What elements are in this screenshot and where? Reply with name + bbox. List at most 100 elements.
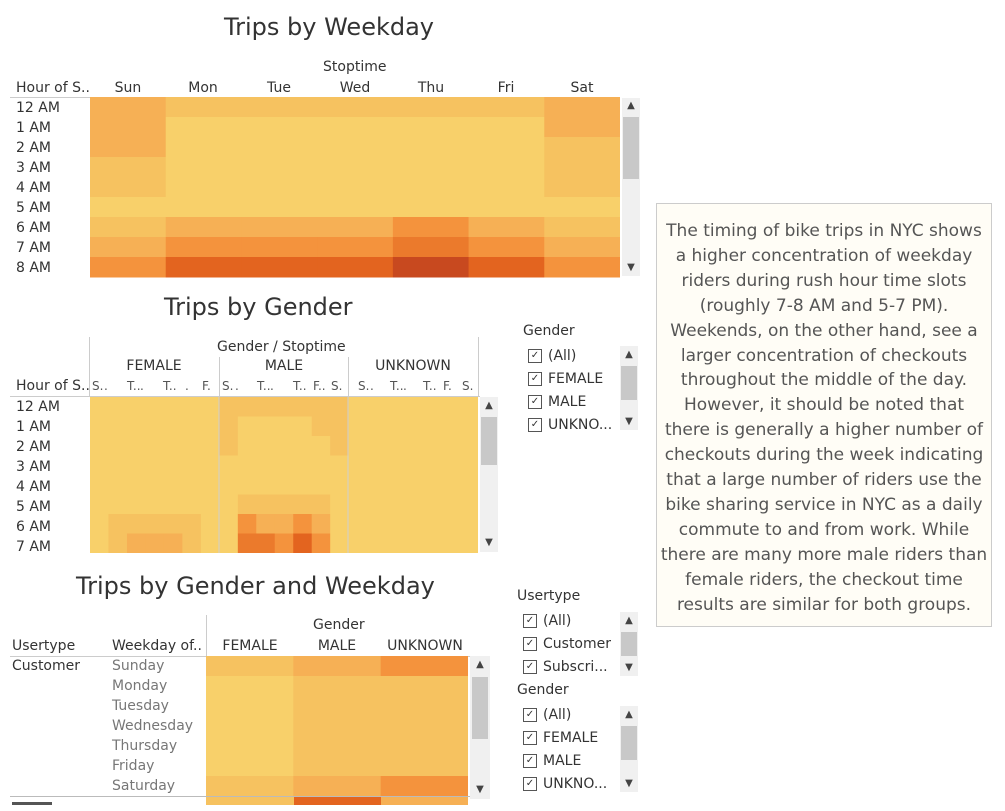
- gw-divider: [206, 615, 207, 656]
- partial-cell: [381, 797, 468, 805]
- gender-filter-2-scrollbar[interactable]: ▲ ▼: [620, 706, 638, 792]
- heatmap-cell: [392, 137, 470, 158]
- heatmap-cell: [165, 217, 242, 238]
- scroll-down-icon[interactable]: ▼: [485, 537, 493, 548]
- gender-group-label: MALE: [264, 358, 304, 374]
- checkbox-icon[interactable]: ✓: [528, 395, 542, 409]
- scrollbar-thumb[interactable]: [472, 677, 488, 739]
- scroll-up-icon[interactable]: ▲: [627, 100, 635, 111]
- filter-option[interactable]: ✓ UNKNO...: [523, 776, 607, 792]
- heatmap-cell: [126, 514, 146, 534]
- heatmap-cell: [367, 514, 387, 534]
- scrollbar-thumb[interactable]: [623, 117, 639, 179]
- scrollbar-thumb[interactable]: [621, 632, 637, 656]
- scroll-up-icon[interactable]: ▲: [476, 659, 484, 670]
- heatmap-cell: [206, 696, 294, 717]
- heatmap-cell: [459, 455, 478, 476]
- filter-option[interactable]: ✓ UNKNO...: [528, 417, 612, 433]
- gw-column-label: UNKNOWN: [387, 638, 463, 654]
- heatmap-cell: [380, 736, 468, 757]
- scroll-down-icon[interactable]: ▼: [625, 778, 633, 789]
- gender-chart-title: Trips by Gender: [164, 293, 353, 321]
- checkbox-icon[interactable]: ✓: [528, 349, 542, 363]
- scrollbar-thumb[interactable]: [621, 726, 637, 760]
- filter-option[interactable]: ✓ MALE: [528, 394, 586, 410]
- filter-option[interactable]: ✓ Customer: [523, 636, 611, 652]
- filter-option[interactable]: ✓ MALE: [523, 753, 581, 769]
- gw-row-label: Wednesday: [112, 718, 194, 734]
- checkbox-icon[interactable]: ✓: [523, 777, 537, 791]
- checkbox-icon[interactable]: ✓: [528, 372, 542, 386]
- filter-option[interactable]: ✓ Subscri...: [523, 659, 608, 675]
- heatmap-cell: [241, 217, 318, 238]
- weekday-scrollbar[interactable]: ▲ ▼: [622, 98, 640, 276]
- weekday-group-header: Stoptime: [323, 59, 387, 75]
- scroll-down-icon[interactable]: ▼: [625, 662, 633, 673]
- scroll-up-icon[interactable]: ▲: [625, 709, 633, 720]
- gender-sub-label: T..: [293, 379, 307, 393]
- usertype-filter-scrollbar[interactable]: ▲ ▼: [620, 612, 638, 676]
- heatmap-cell: [237, 475, 257, 495]
- heatmap-cell: [422, 514, 442, 534]
- heatmap-cell: [163, 436, 183, 456]
- checkbox-icon[interactable]: ✓: [523, 614, 537, 628]
- heatmap-cell: [108, 397, 128, 417]
- gender-sub-label: S.: [358, 379, 370, 393]
- heatmap-cell: [145, 416, 165, 437]
- heatmap-cell: [317, 197, 394, 218]
- gender-sub-label: T..: [390, 379, 404, 393]
- checkbox-icon[interactable]: ✓: [523, 637, 537, 651]
- scrollbar-thumb[interactable]: [481, 417, 497, 465]
- heatmap-cell: [90, 177, 167, 198]
- heatmap-cell: [422, 416, 442, 437]
- heatmap-cell: [108, 475, 128, 495]
- heatmap-cell: [422, 533, 442, 553]
- checkbox-icon[interactable]: ✓: [523, 754, 537, 768]
- heatmap-cell: [404, 533, 424, 553]
- heatmap-cell: [348, 436, 368, 456]
- heatmap-cell: [165, 237, 242, 258]
- heatmap-cell: [90, 197, 167, 218]
- gender-scrollbar[interactable]: ▲ ▼: [480, 397, 498, 552]
- filter-option[interactable]: ✓ (All): [523, 613, 571, 629]
- scroll-up-icon[interactable]: ▲: [485, 400, 493, 411]
- gender-group-label: UNKNOWN: [375, 358, 451, 374]
- heatmap-cell: [274, 475, 294, 495]
- scroll-up-icon[interactable]: ▲: [625, 615, 633, 626]
- filter-option[interactable]: ✓ FEMALE: [528, 371, 603, 387]
- heatmap-cell: [256, 397, 276, 417]
- filter-option[interactable]: ✓ (All): [523, 707, 571, 723]
- heatmap-cell: [90, 157, 167, 178]
- scroll-down-icon[interactable]: ▼: [625, 416, 633, 427]
- checkbox-icon[interactable]: ✓: [528, 418, 542, 432]
- heatmap-cell: [441, 436, 461, 456]
- heatmap-cell: [422, 397, 442, 417]
- heatmap-cell: [219, 416, 239, 437]
- heatmap-cell: [544, 197, 620, 218]
- heatmap-cell: [404, 397, 424, 417]
- scroll-up-icon[interactable]: ▲: [625, 349, 633, 360]
- gender-row-label: 1 AM: [16, 419, 52, 435]
- gw-scrollbar[interactable]: ▲ ▼: [470, 656, 490, 799]
- gender-sub-label: S.: [331, 379, 343, 393]
- checkbox-icon[interactable]: ✓: [523, 731, 537, 745]
- filter-option[interactable]: ✓ (All): [528, 348, 576, 364]
- filter-option[interactable]: ✓ FEMALE: [523, 730, 598, 746]
- gender-filter-scrollbar[interactable]: ▲ ▼: [620, 346, 638, 430]
- scroll-down-icon[interactable]: ▼: [476, 784, 484, 795]
- heatmap-cell: [237, 455, 257, 476]
- heatmap-cell: [468, 217, 545, 238]
- checkbox-icon[interactable]: ✓: [523, 708, 537, 722]
- heatmap-cell: [90, 257, 167, 278]
- scroll-down-icon[interactable]: ▼: [627, 262, 635, 273]
- heatmap-cell: [330, 416, 350, 437]
- heatmap-cell: [317, 157, 394, 178]
- heatmap-cell: [459, 397, 478, 417]
- gw-row-label: Saturday: [112, 778, 176, 794]
- weekday-column-label: Fri: [497, 80, 515, 96]
- heatmap-cell: [108, 455, 128, 476]
- weekday-row-label: 12 AM: [16, 100, 60, 116]
- scrollbar-thumb[interactable]: [621, 366, 637, 400]
- checkbox-icon[interactable]: ✓: [523, 660, 537, 674]
- weekday-header: Weekday of..: [112, 638, 202, 654]
